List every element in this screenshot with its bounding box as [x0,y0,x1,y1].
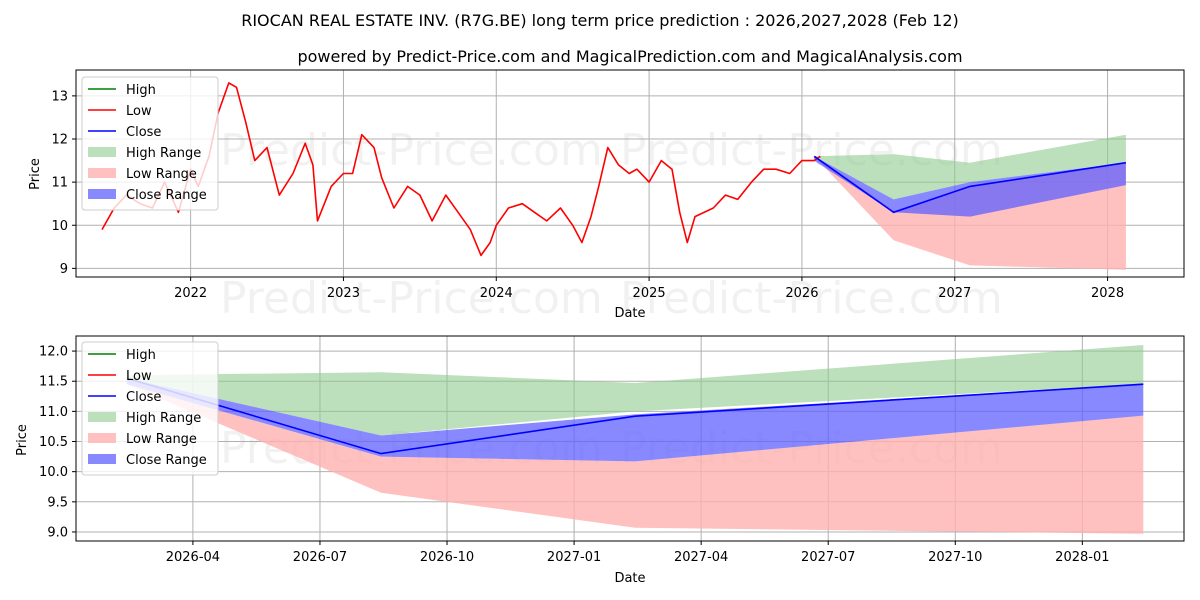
top-high-range-band [814,134,1126,200]
bottom-ylabel: Price [15,424,30,456]
bottom-xtick-label: 2026-07 [293,550,347,565]
top-legend-label: Close Range [126,188,207,203]
top-legend-swatch [88,147,116,157]
bottom-ytick-label: 12.0 [39,345,68,360]
bottom-legend-label: High Range [126,411,201,426]
bottom-ytick-label: 9.5 [47,495,68,510]
bottom-panel: Predict-Price.com Predict-Price.com 2026… [15,335,1185,586]
bottom-close-range-band [126,378,1144,462]
top-xtick-label: 2027 [938,286,971,301]
top-ylabel: Price [28,158,43,190]
bottom-legend-swatch [88,412,116,422]
chart-subtitle: powered by Predict-Price.com and Magical… [297,47,962,66]
top-watermark-4: Predict-Price.com [620,273,1003,324]
top-legend-label: High [126,83,156,98]
bottom-close-forecast-line [126,377,1144,455]
bottom-high-range-band [126,345,1144,436]
top-ytick-label: 9 [60,262,68,277]
bottom-ytick-label: 11.0 [39,405,68,420]
bottom-legend-label: Close Range [126,453,207,468]
top-xtick-label: 2022 [174,286,207,301]
bottom-legend-label: Low [126,369,152,384]
top-series [101,82,1127,270]
top-xtick-label: 2025 [633,286,666,301]
bottom-xlabel: Date [614,571,645,586]
bottom-legend: High Low Close High Range Low Range Close Ran… [81,341,219,476]
chart-title: RIOCAN REAL ESTATE INV. (R7G.BE) long te… [241,11,959,30]
bottom-ticks: 2026-04 2026-07 2026-10 2027-01 2027-04 2027-… [39,345,1109,565]
top-watermark-1: Predict-Price.com [220,125,603,176]
top-plot-frame [75,69,1185,278]
bottom-xtick-label: 2026-10 [420,550,474,565]
top-legend-label: Low [126,104,152,119]
top-ytick-label: 10 [51,219,68,234]
bottom-legend-label: Close [126,390,161,405]
top-legend: High Low Close High Range Low Range Close Ran… [81,76,219,211]
bottom-low-range-band [126,384,1144,534]
bottom-xtick-label: 2028-01 [1055,550,1109,565]
top-legend-swatch [88,168,116,178]
bottom-ytick-label: 10.5 [39,435,68,450]
top-legend-label: Low Range [126,167,197,182]
top-legend-label: Close [126,125,161,140]
top-xtick-label: 2026 [785,286,818,301]
bottom-legend-label: Low Range [126,432,197,447]
top-watermark-3: Predict-Price.com [220,273,603,324]
top-panel: Predict-Price.com Predict-Price.com Pred… [28,69,1185,324]
bottom-ytick-label: 10.0 [39,465,68,480]
bottom-legend-swatch [88,454,116,464]
bottom-legend-label: High [126,348,156,363]
top-legend-swatch [88,189,116,199]
bottom-xtick-label: 2026-04 [166,550,220,565]
bottom-series [126,345,1144,534]
top-ticks: 2022 2023 2024 2025 2026 2027 2028 9 10 11 12 13 [51,89,1124,301]
top-close-forecast-line [813,155,1127,214]
bottom-legend-swatch [88,433,116,443]
bottom-xtick-label: 2027-07 [801,550,855,565]
bottom-xtick-label: 2027-04 [674,550,728,565]
top-legend-label: High Range [126,146,201,161]
top-xtick-label: 2023 [327,286,360,301]
top-xlabel: Date [614,306,645,321]
bottom-ytick-label: 9.0 [47,525,68,540]
bottom-xtick-label: 2027-10 [928,550,982,565]
top-ytick-label: 11 [51,176,68,191]
top-low-history-line [101,82,821,257]
top-ytick-label: 13 [51,89,68,104]
top-xtick-label: 2024 [480,286,513,301]
top-xtick-label: 2028 [1091,286,1124,301]
bottom-xtick-label: 2027-01 [547,550,601,565]
bottom-plot-frame [75,335,1185,542]
top-ytick-label: 12 [51,133,68,148]
bottom-ytick-label: 11.5 [39,375,68,390]
